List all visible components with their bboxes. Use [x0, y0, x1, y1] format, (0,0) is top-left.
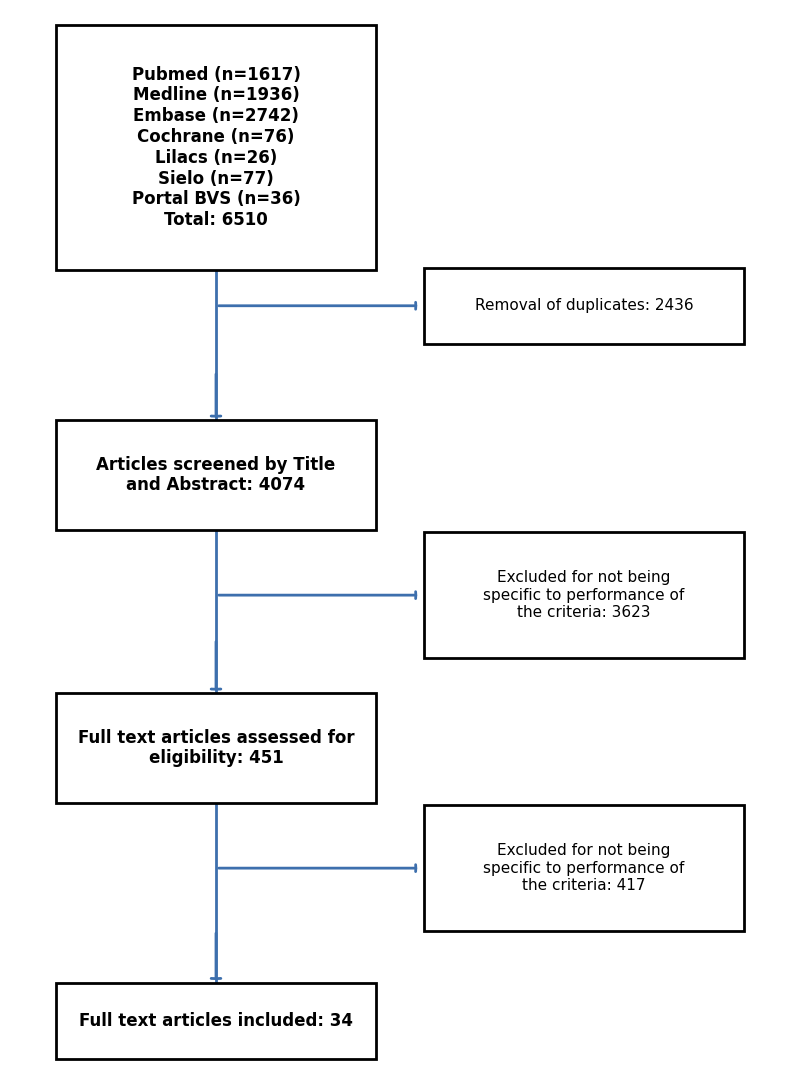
- Text: Articles screened by Title
and Abstract: 4074: Articles screened by Title and Abstract:…: [96, 455, 336, 495]
- Text: Full text articles included: 34: Full text articles included: 34: [79, 1012, 353, 1030]
- Text: Full text articles assessed for
eligibility: 451: Full text articles assessed for eligibil…: [78, 728, 354, 768]
- Bar: [424, 268, 744, 344]
- Bar: [56, 420, 376, 530]
- Text: Excluded for not being
specific to performance of
the criteria: 417: Excluded for not being specific to perfo…: [483, 843, 685, 893]
- Bar: [56, 693, 376, 803]
- Text: Pubmed (n=1617)
Medline (n=1936)
Embase (n=2742)
Cochrane (n=76)
Lilacs (n=26)
S: Pubmed (n=1617) Medline (n=1936) Embase …: [131, 66, 301, 229]
- Bar: [56, 25, 376, 271]
- Bar: [424, 532, 744, 657]
- Bar: [56, 983, 376, 1059]
- Text: Removal of duplicates: 2436: Removal of duplicates: 2436: [474, 298, 694, 313]
- Text: Excluded for not being
specific to performance of
the criteria: 3623: Excluded for not being specific to perfo…: [483, 570, 685, 620]
- Bar: [424, 806, 744, 930]
